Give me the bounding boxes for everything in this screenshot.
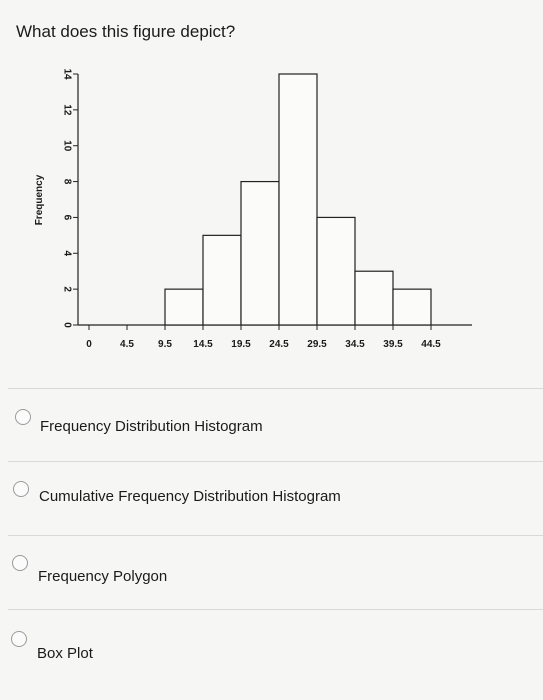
option-frequency-distribution-histogram[interactable]: Frequency Distribution Histogram bbox=[0, 396, 543, 456]
x-tick-label: 0 bbox=[86, 339, 92, 350]
y-tick-label: 10 bbox=[61, 140, 72, 152]
x-tick-label: 4.5 bbox=[120, 339, 134, 350]
histogram-chart: 0 2 4 6 8 10 12 14 Frequency 0 4.5 9.5 14.5 19.5 24.5 2… bbox=[34, 68, 472, 350]
divider bbox=[8, 388, 543, 389]
divider bbox=[8, 461, 543, 462]
histogram-bar bbox=[202, 234, 242, 326]
divider bbox=[8, 535, 543, 536]
radio-button[interactable] bbox=[15, 409, 31, 425]
x-tick-label: 14.5 bbox=[193, 339, 213, 350]
y-tick-label: 14 bbox=[61, 68, 72, 80]
option-cumulative-frequency-distribution-histogram[interactable]: Cumulative Frequency Distribution Histog… bbox=[0, 469, 543, 529]
y-tick-label: 6 bbox=[61, 215, 72, 221]
question-text: What does this figure depict? bbox=[16, 22, 236, 41]
histogram-bar bbox=[164, 288, 204, 326]
y-axis-title: Frequency bbox=[34, 174, 45, 225]
option-label: Frequency Distribution Histogram bbox=[40, 418, 263, 435]
radio-button[interactable] bbox=[11, 631, 27, 647]
x-tick-label: 34.5 bbox=[345, 339, 365, 350]
y-tick-label: 12 bbox=[61, 104, 72, 116]
option-label: Frequency Polygon bbox=[38, 568, 168, 585]
x-tick-label: 19.5 bbox=[231, 339, 251, 350]
option-label: Box Plot bbox=[37, 645, 93, 662]
radio-button[interactable] bbox=[13, 481, 29, 497]
histogram-bar bbox=[316, 216, 356, 326]
x-tick-label: 29.5 bbox=[307, 339, 327, 350]
histogram-bar bbox=[354, 270, 394, 326]
x-tick-label: 39.5 bbox=[383, 339, 403, 350]
y-tick-label: 8 bbox=[61, 179, 72, 185]
histogram-bar bbox=[240, 180, 280, 326]
y-tick-label: 0 bbox=[61, 322, 72, 328]
histogram-bar bbox=[392, 288, 432, 326]
x-tick-label: 44.5 bbox=[421, 339, 441, 350]
radio-button[interactable] bbox=[12, 555, 28, 571]
divider bbox=[8, 609, 543, 610]
option-label: Cumulative Frequency Distribution Histog… bbox=[39, 488, 341, 505]
option-frequency-polygon[interactable]: Frequency Polygon bbox=[0, 543, 543, 603]
x-tick-label: 9.5 bbox=[158, 339, 172, 350]
x-tick-label: 24.5 bbox=[269, 339, 289, 350]
histogram-bar bbox=[278, 73, 318, 326]
option-box-plot[interactable]: Box Plot bbox=[0, 618, 543, 678]
y-tick-label: 4 bbox=[61, 251, 72, 257]
y-tick-label: 2 bbox=[61, 286, 72, 292]
